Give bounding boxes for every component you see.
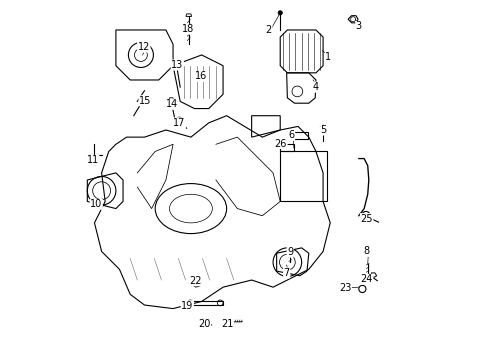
Circle shape [278,11,282,15]
Polygon shape [185,14,191,17]
Text: 17: 17 [173,118,185,128]
Text: 18: 18 [182,24,194,34]
Text: 25: 25 [360,213,372,224]
Text: 14: 14 [166,99,178,109]
Text: 2: 2 [265,25,271,35]
Text: 1: 1 [325,52,331,62]
Text: 21: 21 [221,319,233,329]
Text: 7: 7 [283,268,289,278]
Text: 23: 23 [338,283,351,293]
Text: 6: 6 [288,130,294,140]
Text: 16: 16 [194,71,206,81]
Text: 26: 26 [274,139,286,149]
Text: 11: 11 [86,156,99,165]
Text: 10: 10 [90,199,102,209]
Text: 24: 24 [360,274,372,284]
Text: 4: 4 [312,82,318,92]
Text: 5: 5 [320,125,326,135]
Text: 13: 13 [171,60,183,70]
Text: 9: 9 [286,247,293,257]
Polygon shape [370,273,376,278]
Polygon shape [169,98,174,105]
Text: 15: 15 [139,96,151,106]
Polygon shape [175,62,179,69]
Text: 19: 19 [181,301,193,311]
Text: 20: 20 [198,319,210,329]
Text: 12: 12 [137,42,150,52]
Text: 22: 22 [188,276,201,286]
Text: 8: 8 [363,247,369,256]
Text: 3: 3 [355,21,361,31]
